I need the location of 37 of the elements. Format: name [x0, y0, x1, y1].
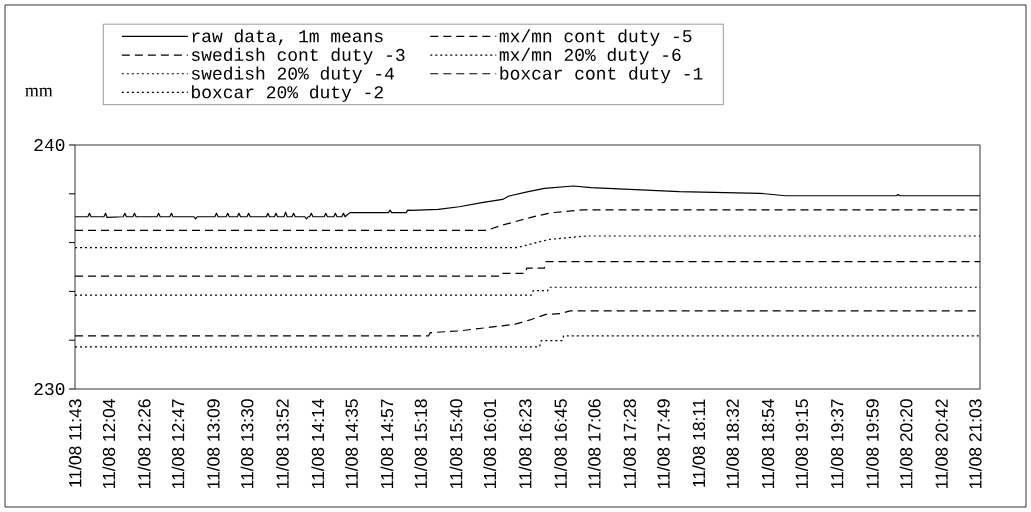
x-tick-label: 11/08 21:03: [968, 399, 982, 488]
x-tick-label: 11/08 13:30: [240, 399, 254, 488]
x-tick-label: 11/08 11:43: [68, 399, 82, 487]
legend-label: mx/mn 20% duty -6: [499, 47, 681, 65]
x-tick-label: 11/08 16:23: [518, 399, 532, 488]
x-tick-label: 11/08 14:57: [380, 399, 394, 488]
x-tick-label: 11/08 16:45: [554, 399, 567, 488]
x-tick-label: 11/08 12:04: [102, 399, 116, 488]
legend-label: mx/mn cont duty -5: [499, 29, 692, 46]
x-tick-label: 11/08 17:28: [623, 399, 636, 488]
x-tick-label: 11/08 15:40: [449, 399, 463, 488]
y-axis-title: mm: [25, 87, 53, 97]
x-tick-label: 11/08 20:20: [899, 399, 913, 488]
x-tick-label: 11/08 19:37: [830, 399, 844, 488]
x-tick-label: 11/08 15:18: [414, 399, 428, 488]
x-tick-label: 11/08 16:01: [483, 399, 497, 488]
x-tick-label: 11/08 17:06: [587, 399, 601, 488]
x-tick-label: 11/08 17:49: [656, 399, 670, 488]
x-tick-label: 11/08 13:52: [275, 399, 289, 488]
legend-label: swedish 20% duty -4: [191, 66, 394, 84]
y-tick-label: 240: [34, 138, 65, 152]
x-tick-label: 11/08 19:15: [795, 399, 808, 488]
x-tick-label: 11/08 18:11: [692, 399, 706, 487]
legend-label: swedish cont duty -3: [191, 47, 405, 65]
x-tick-label: 11/08 13:09: [206, 399, 220, 488]
x-tick-label: 11/08 12:26: [137, 399, 151, 488]
x-tick-label: 11/08 12:47: [171, 399, 185, 488]
legend-label: boxcar cont duty -1: [500, 66, 703, 84]
x-tick-label: 11/08 20:42: [935, 399, 948, 488]
x-tick-label: 11/08 18:32: [726, 399, 739, 488]
x-tick-label: 11/08 19:59: [865, 399, 879, 488]
x-tick-label: 11/08 14:14: [311, 399, 325, 488]
legend-label: raw data, 1m means: [192, 29, 383, 46]
x-tick-label: 11/08 14:35: [345, 399, 358, 488]
legend-label: boxcar 20% duty -2: [192, 85, 383, 102]
y-tick-label: 230: [34, 382, 65, 396]
x-tick-label: 11/08 18:54: [761, 399, 775, 488]
